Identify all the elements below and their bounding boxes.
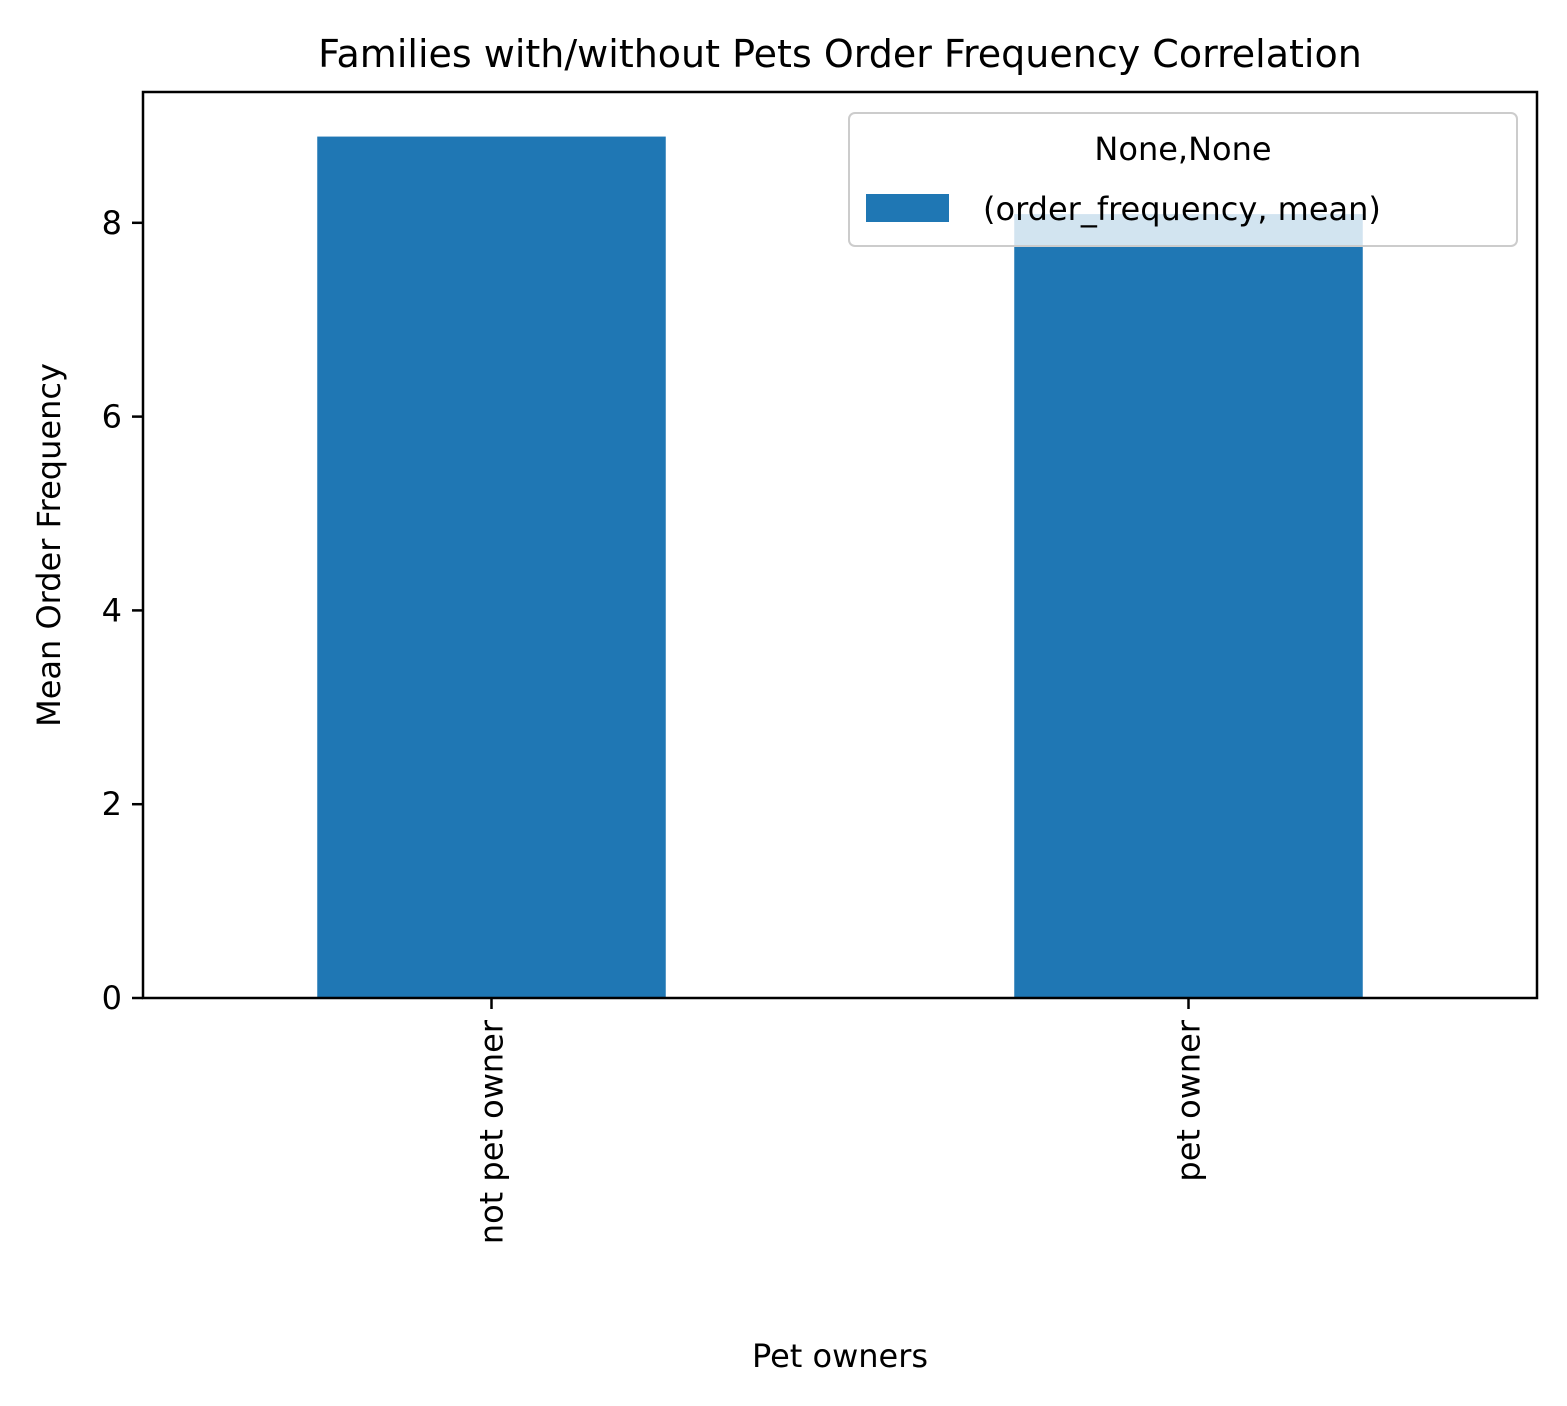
y-tick-label: 8 xyxy=(102,204,122,242)
x-axis: not pet owner pet owner xyxy=(473,998,1208,1244)
y-axis-label: Mean Order Frequency xyxy=(30,363,68,727)
chart-title: Families with/without Pets Order Frequen… xyxy=(318,32,1362,76)
y-tick-label: 6 xyxy=(102,398,122,436)
bars-layer xyxy=(317,136,1363,999)
legend-series-label: (order_frequency, mean) xyxy=(983,190,1381,228)
legend-swatch xyxy=(866,194,949,222)
bar xyxy=(1014,214,1363,998)
y-tick-label: 2 xyxy=(102,785,122,823)
legend-box xyxy=(848,112,1518,247)
plot-area-frame xyxy=(141,90,1539,1000)
x-tick-label: not pet owner xyxy=(473,1019,511,1244)
x-axis-label: Pet owners xyxy=(752,1337,928,1375)
x-tick-label: pet owner xyxy=(1170,1019,1208,1181)
legend-title: None,None xyxy=(1094,130,1271,168)
legend: None,None (order_frequency, mean) xyxy=(848,112,1518,247)
bar xyxy=(317,136,666,999)
y-axis: 0 2 4 6 8 xyxy=(102,204,143,1017)
y-tick-label: 0 xyxy=(102,979,122,1017)
y-tick-label: 4 xyxy=(102,591,122,629)
